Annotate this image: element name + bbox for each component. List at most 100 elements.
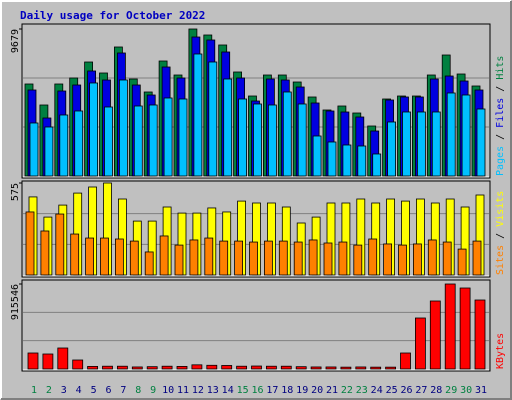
bar: [267, 104, 277, 177]
bar: [325, 366, 337, 370]
bar: [368, 238, 378, 276]
bar: [355, 366, 367, 370]
bar: [429, 300, 441, 370]
bar: [472, 240, 482, 276]
bar: [223, 78, 233, 177]
bar: [100, 237, 109, 276]
bar: [398, 244, 407, 276]
bar: [414, 317, 426, 370]
bar: [297, 103, 307, 177]
bar: [129, 240, 139, 276]
x-tick-label: 17: [266, 385, 278, 396]
x-tick-label: 21: [326, 385, 338, 396]
chart-title: Daily usage for October 2022: [20, 9, 205, 22]
x-tick-label: 10: [162, 385, 174, 396]
bar: [74, 110, 84, 177]
bar: [308, 239, 318, 276]
x-tick-label: 3: [61, 385, 67, 396]
bar: [310, 366, 322, 370]
bar: [144, 251, 154, 276]
bar: [402, 111, 411, 177]
bar: [29, 122, 39, 177]
bar: [189, 239, 199, 276]
bar: [27, 352, 39, 370]
bar: [263, 240, 273, 276]
y-tick-label: 9679: [10, 29, 21, 53]
x-tick-label: 22: [341, 385, 353, 396]
x-tick-label: 24: [371, 385, 383, 396]
x-tick-label: 4: [76, 385, 82, 396]
bar: [295, 366, 307, 370]
bar: [193, 53, 203, 177]
legend: KBytes: [495, 333, 506, 369]
bar: [42, 353, 54, 370]
bar: [59, 114, 69, 177]
bar: [400, 352, 411, 370]
y-tick-label: 575: [10, 183, 21, 201]
bar: [219, 240, 229, 276]
bar: [115, 238, 124, 276]
bar: [459, 287, 471, 370]
bar: [444, 283, 456, 370]
x-tick-label: 6: [105, 385, 111, 396]
x-tick-label: 8: [135, 385, 141, 396]
legend-entry: KBytes: [495, 333, 506, 369]
legend-entry: Sites: [495, 245, 506, 275]
x-tick-label: 27: [415, 385, 427, 396]
x-tick-label: 1: [31, 385, 37, 396]
bar: [353, 244, 363, 276]
bar: [385, 366, 397, 370]
bar: [104, 106, 113, 177]
legend-entry: Visits: [495, 191, 506, 227]
bar: [119, 79, 128, 177]
x-tick-label: 7: [120, 385, 126, 396]
bar: [40, 230, 50, 276]
legend-separator: /: [495, 227, 506, 245]
bar: [161, 365, 173, 370]
bar: [87, 366, 98, 370]
bar: [148, 104, 158, 177]
bar: [383, 243, 393, 276]
plot-area: [21, 279, 491, 372]
x-tick-label: 11: [177, 385, 189, 396]
x-tick-label: 5: [91, 385, 97, 396]
bar: [89, 82, 98, 177]
bar: [265, 365, 277, 370]
x-tick-label: 30: [460, 385, 472, 396]
x-tick-label: 25: [386, 385, 398, 396]
bar: [234, 240, 244, 276]
bar: [221, 365, 233, 370]
bar: [85, 237, 94, 276]
bar: [461, 94, 471, 177]
x-tick-label: 14: [222, 385, 234, 396]
bar: [57, 347, 69, 370]
bar: [293, 241, 303, 276]
bar: [357, 145, 367, 177]
bar: [204, 237, 214, 276]
bar: [176, 366, 188, 370]
bar: [442, 241, 452, 276]
x-tick-label: 31: [475, 385, 487, 396]
bar: [44, 126, 54, 177]
x-tick-label: 15: [237, 385, 249, 396]
bar: [70, 233, 80, 276]
bar: [178, 98, 188, 177]
bar: [370, 366, 382, 370]
bar: [208, 61, 218, 177]
legend-separator: /: [495, 80, 506, 98]
y-tick-label: 915546: [10, 284, 21, 320]
x-tick-label: 9: [150, 385, 156, 396]
legend-separator: /: [495, 128, 506, 146]
bar: [236, 365, 248, 370]
bar: [338, 241, 348, 276]
legend: Sites / Visits: [495, 191, 506, 275]
legend-entry: Files: [495, 98, 506, 128]
x-tick-label: 19: [296, 385, 308, 396]
bar: [159, 235, 169, 276]
bar: [340, 366, 352, 370]
x-tick-label: 20: [311, 385, 323, 396]
bar: [412, 243, 422, 276]
